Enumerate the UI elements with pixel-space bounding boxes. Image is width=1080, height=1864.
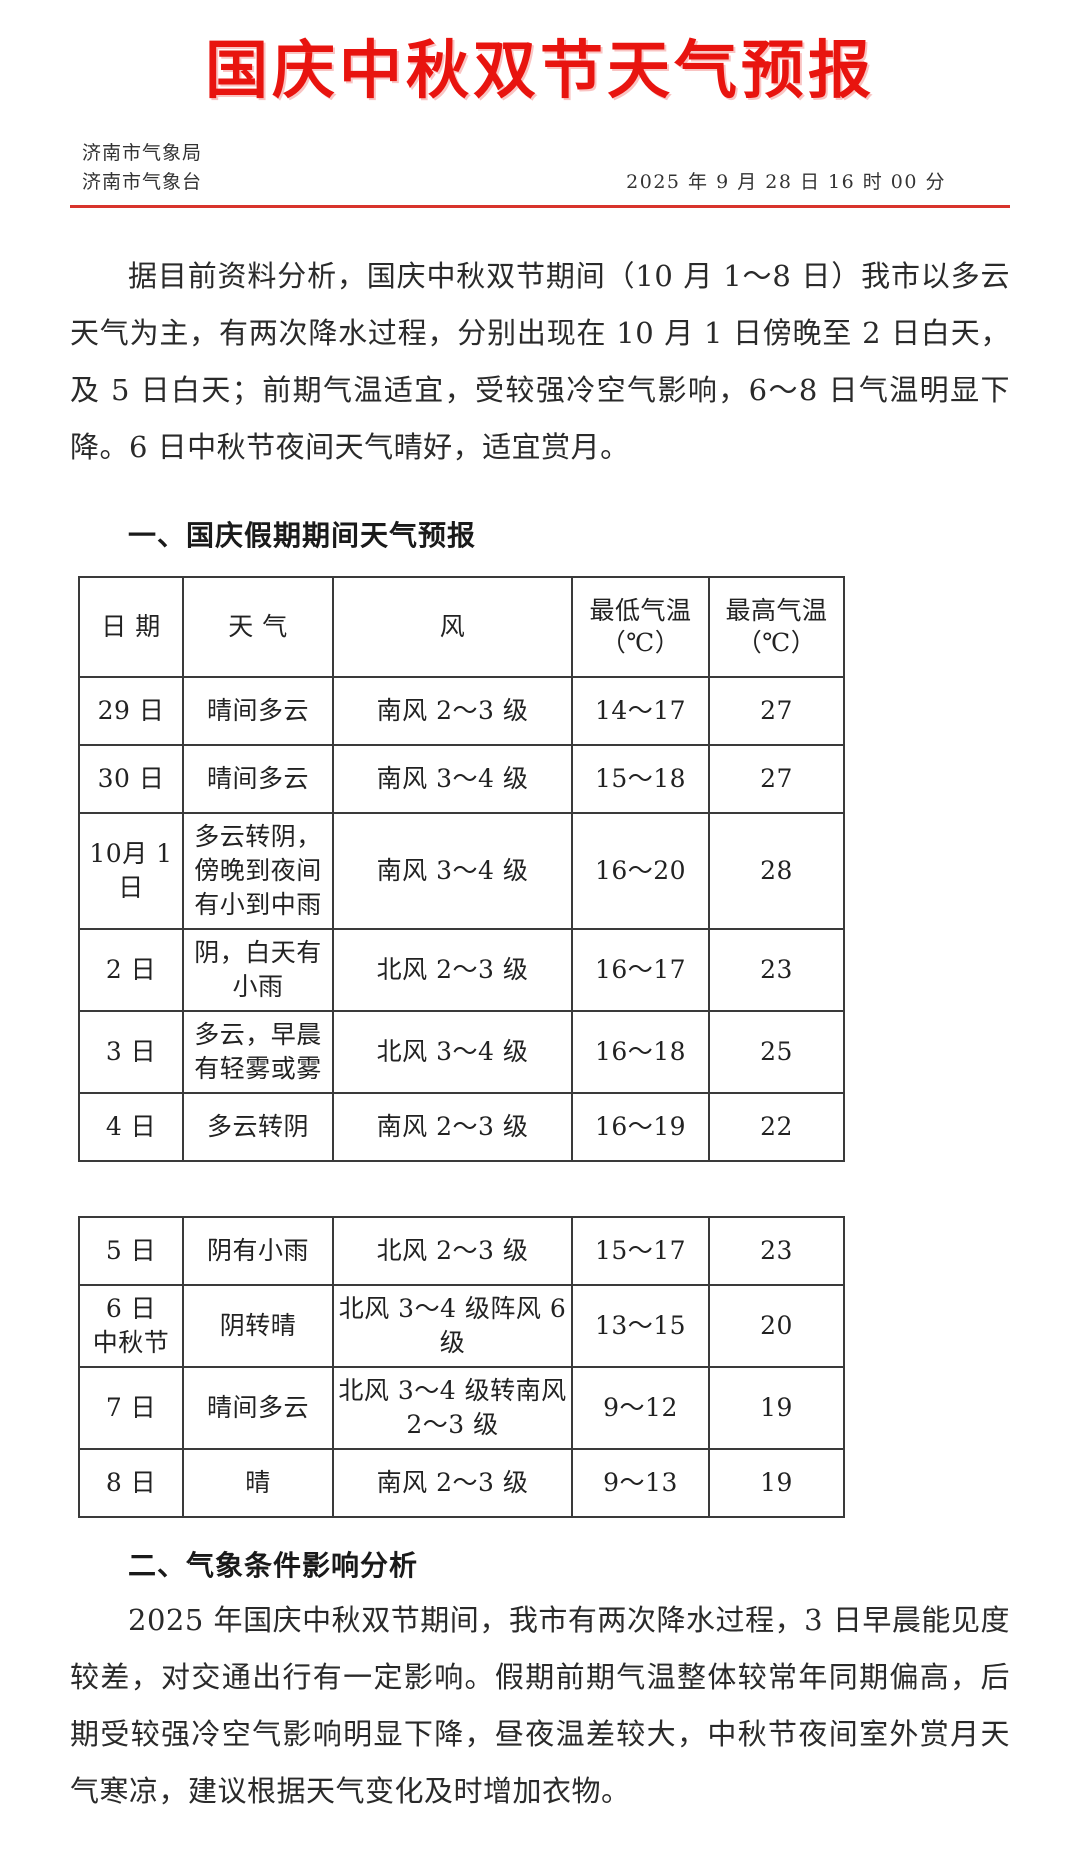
cell-weather: 阴转晴 — [182, 1284, 334, 1369]
cell-temp-max: 19 — [708, 1366, 845, 1451]
cell-wind: 北风 2～3 级 — [332, 1216, 573, 1287]
cell-date: 6 日 中秋节 — [78, 1284, 184, 1369]
analysis-paragraph: 2025 年国庆中秋双节期间，我市有两次降水过程，3 日早晨能见度较差，对交通出… — [70, 1603, 1010, 1809]
cell-weather: 阴，白天有小雨 — [182, 928, 334, 1013]
cell-weather: 晴 — [182, 1448, 334, 1519]
issuer-block: 济南市气象局 济南市气象台 2025 年 9 月 28 日 16 时 00 分 — [70, 139, 1010, 203]
weather-forecast-table: 日 期 天 气 风 最低气温 （℃） 最高气温 （℃） 29 日 晴间多云 南风… — [78, 576, 845, 1519]
cell-temp-min: 16～19 — [571, 1092, 710, 1163]
cell-temp-min: 16～20 — [571, 812, 710, 931]
column-header-date: 日 期 — [78, 576, 184, 679]
column-header-weather: 天 气 — [182, 576, 334, 679]
cell-temp-max: 27 — [708, 744, 845, 815]
cell-temp-min: 15～17 — [571, 1216, 710, 1287]
temp-max-unit: （℃） — [736, 628, 817, 658]
table-row: 30 日 晴间多云 南风 3～4 级 15～18 27 — [78, 744, 845, 815]
table-row: 10月 1 日 多云转阴，傍晚到夜间有小到中雨 南风 3～4 级 16～20 2… — [78, 812, 845, 931]
cell-date: 29 日 — [78, 676, 184, 747]
cell-temp-min: 9～13 — [571, 1448, 710, 1519]
cell-wind: 北风 3～4 级 — [332, 1010, 573, 1095]
cell-date: 3 日 — [78, 1010, 184, 1095]
table-row: 2 日 阴，白天有小雨 北风 2～3 级 16～17 23 — [78, 928, 845, 1013]
header-divider — [70, 205, 1010, 209]
cell-temp-min: 16～17 — [571, 928, 710, 1013]
section-heading-analysis: 二、气象条件影响分析 — [128, 1549, 419, 1583]
cell-date: 30 日 — [78, 744, 184, 815]
cell-wind: 南风 3～4 级 — [332, 812, 573, 931]
column-header-temp-min: 最低气温 （℃） — [571, 576, 710, 679]
section-heading-forecast: 一、国庆假期期间天气预报 — [128, 519, 477, 553]
cell-weather: 阴有小雨 — [182, 1216, 334, 1287]
cell-temp-max: 20 — [708, 1284, 845, 1369]
cell-temp-min: 9～12 — [571, 1366, 710, 1451]
column-header-wind: 风 — [332, 576, 573, 679]
cell-weather: 晴间多云 — [182, 676, 334, 747]
cell-weather: 多云转阴，傍晚到夜间有小到中雨 — [182, 812, 334, 931]
issuer-line-2: 济南市气象台 — [82, 170, 203, 193]
cell-temp-min: 13～15 — [571, 1284, 710, 1369]
table-row: 5 日 阴有小雨 北风 2～3 级 15～17 23 — [78, 1216, 845, 1287]
cell-weather: 多云转阴 — [182, 1092, 334, 1163]
cell-temp-max: 25 — [708, 1010, 845, 1095]
table-row: 8 日 晴 南风 2～3 级 9～13 19 — [78, 1448, 845, 1519]
cell-date: 8 日 — [78, 1448, 184, 1519]
temp-min-unit: （℃） — [600, 628, 681, 658]
cell-date: 7 日 — [78, 1366, 184, 1451]
issuer-names: 济南市气象局 济南市气象台 — [82, 139, 202, 196]
cell-temp-min: 15～18 — [571, 744, 710, 815]
table-row: 4 日 多云转阴 南风 2～3 级 16～19 22 — [78, 1092, 845, 1163]
cell-temp-max: 22 — [708, 1092, 845, 1163]
table-page-break-gap — [79, 1161, 844, 1217]
cell-date: 5 日 — [78, 1216, 184, 1287]
cell-temp-max: 19 — [708, 1448, 845, 1519]
column-header-temp-max: 最高气温 （℃） — [708, 576, 845, 679]
intro-paragraph: 据目前资料分析，国庆中秋双节期间（10 月 1～8 日）我市以多云天气为主，有两… — [70, 259, 1010, 465]
cell-temp-max: 23 — [708, 1216, 845, 1287]
cell-wind: 北风 2～3 级 — [332, 928, 573, 1013]
cell-temp-min: 16～18 — [571, 1010, 710, 1095]
table-row: 29 日 晴间多云 南风 2～3 级 14～17 27 — [78, 676, 845, 747]
cell-date: 10月 1 日 — [78, 812, 184, 931]
cell-date: 4 日 — [78, 1092, 184, 1163]
cell-temp-max: 27 — [708, 676, 845, 747]
cell-wind: 南风 2～3 级 — [332, 1448, 573, 1519]
cell-temp-max: 23 — [708, 928, 845, 1013]
page-title: 国庆中秋双节天气预报 — [205, 34, 875, 107]
cell-weather: 晴间多云 — [182, 1366, 334, 1451]
cell-wind: 南风 2～3 级 — [332, 676, 573, 747]
issuer-line-1: 济南市气象局 — [82, 142, 203, 165]
cell-wind: 北风 3～4 级阵风 6 级 — [332, 1284, 573, 1369]
cell-wind: 北风 3～4 级转南风 2～3 级 — [332, 1366, 573, 1451]
issue-datetime: 2025 年 9 月 28 日 16 时 00 分 — [626, 171, 946, 194]
cell-wind: 南风 3～4 级 — [332, 744, 573, 815]
cell-temp-max: 28 — [708, 812, 845, 931]
table-header-row: 日 期 天 气 风 最低气温 （℃） 最高气温 （℃） — [78, 576, 845, 679]
table-row: 3 日 多云，早晨有轻雾或雾 北风 3～4 级 16～18 25 — [78, 1010, 845, 1095]
cell-weather: 晴间多云 — [182, 744, 334, 815]
cell-date-main: 6 日 — [105, 1294, 157, 1324]
temp-min-label: 最低气温 — [589, 596, 692, 626]
table-row: 7 日 晴间多云 北风 3～4 级转南风 2～3 级 9～12 19 — [78, 1366, 845, 1451]
table-row: 6 日 中秋节 阴转晴 北风 3～4 级阵风 6 级 13～15 20 — [78, 1284, 845, 1369]
temp-max-label: 最高气温 — [725, 596, 828, 626]
cell-date: 2 日 — [78, 928, 184, 1013]
cell-weather: 多云，早晨有轻雾或雾 — [182, 1010, 334, 1095]
cell-wind: 南风 2～3 级 — [332, 1092, 573, 1163]
cell-temp-min: 14～17 — [571, 676, 710, 747]
cell-date-festival: 中秋节 — [92, 1328, 170, 1358]
